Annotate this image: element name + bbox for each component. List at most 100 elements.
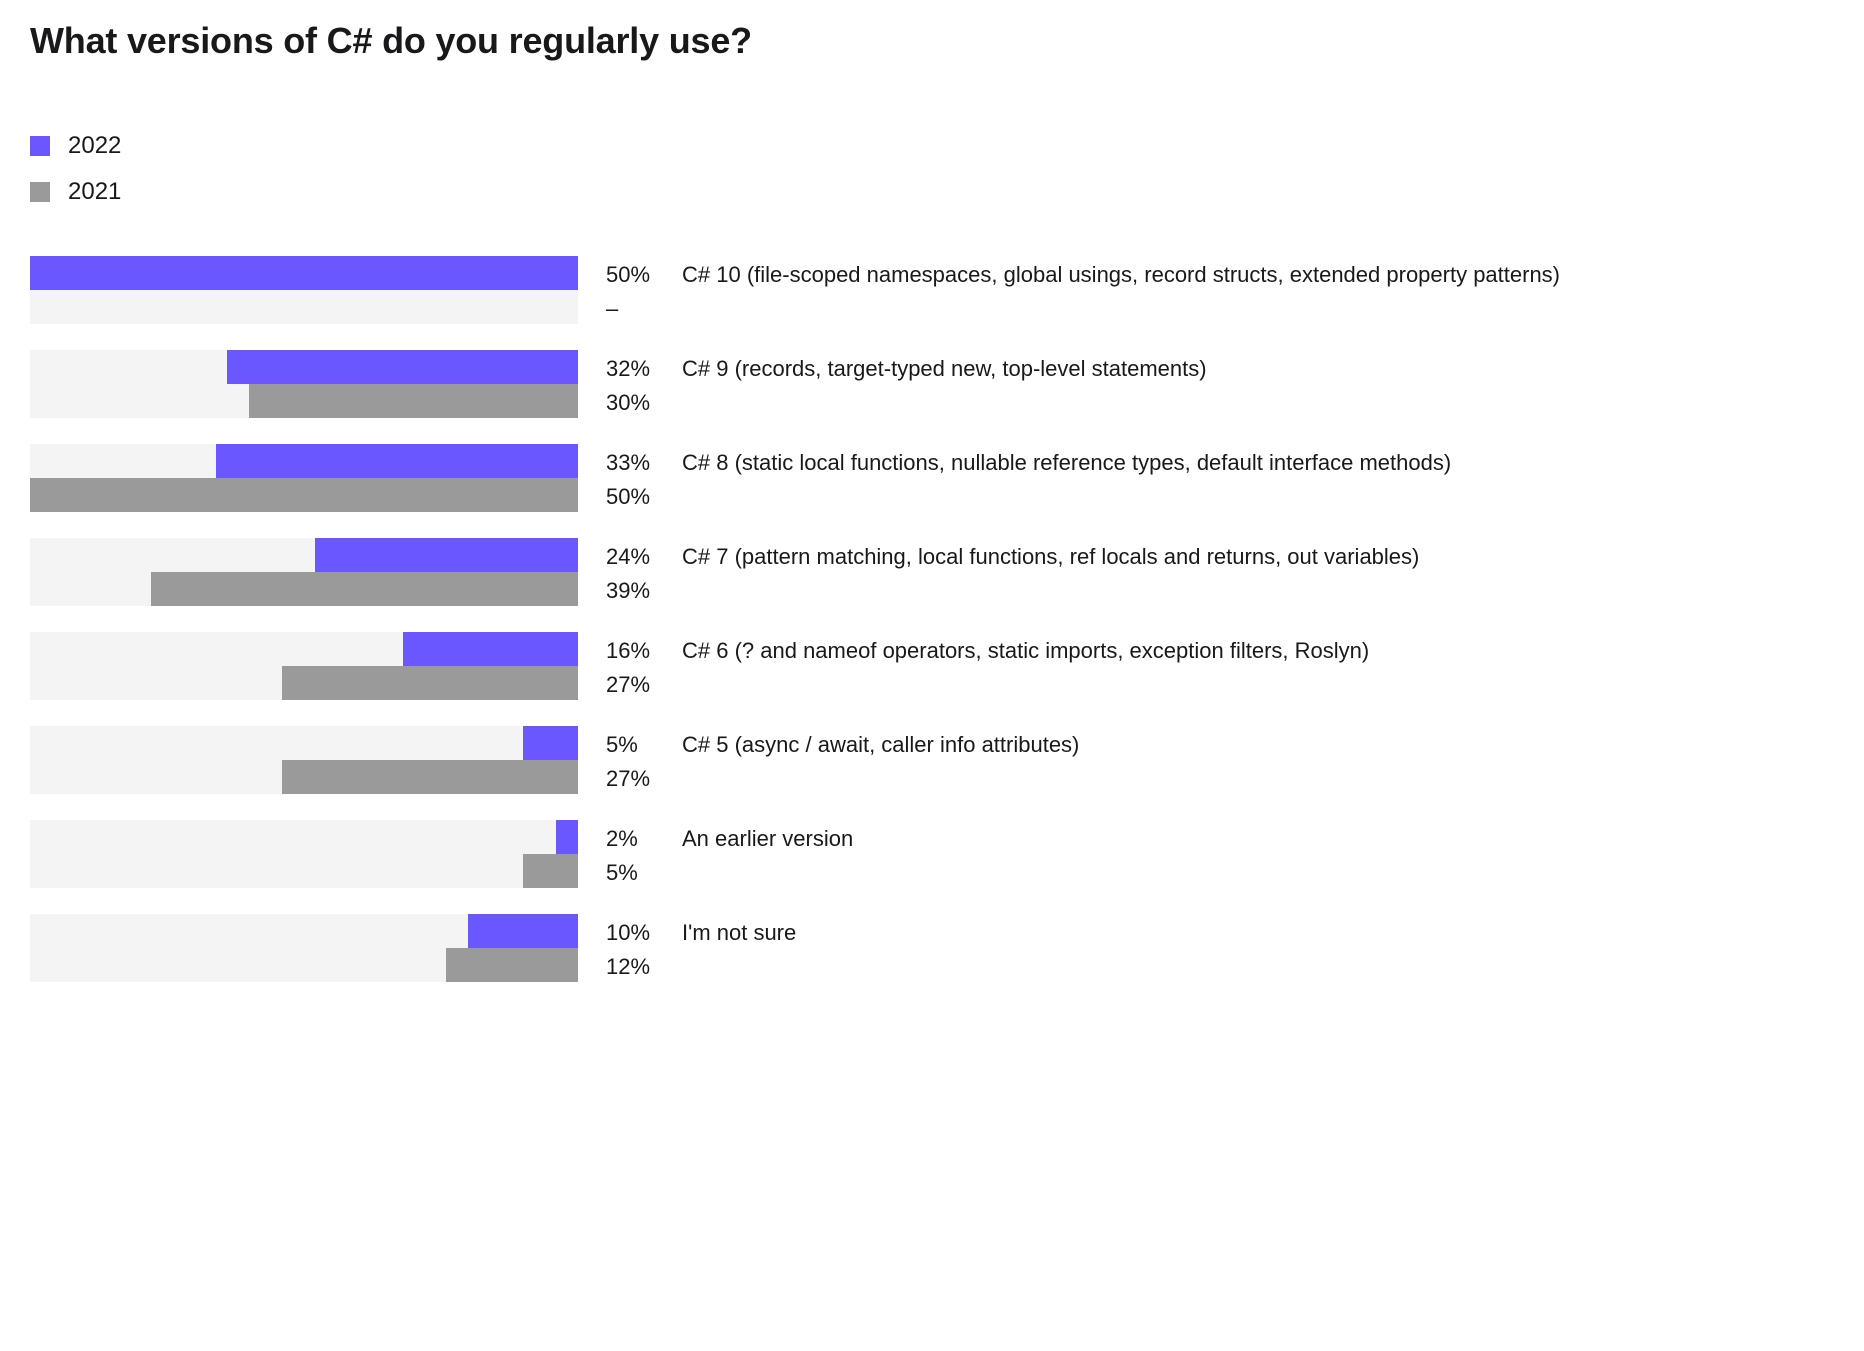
chart-row: 10% I'm not sure 12%	[30, 914, 1834, 984]
bars-column	[30, 820, 578, 890]
value-row: 50%C# 10 (file-scoped namespaces, global…	[606, 258, 1834, 292]
bar-fill	[523, 854, 578, 888]
chart-row: 50%C# 10 (file-scoped namespaces, global…	[30, 256, 1834, 326]
bar-description: C# 7 (pattern matching, local functions,…	[682, 544, 1419, 570]
bar-fill	[403, 632, 578, 666]
value-row: 5%C# 5 (async / await, caller info attri…	[606, 728, 1834, 762]
bars-column	[30, 444, 578, 514]
chart-row: 32% C# 9 (records, target-typed new, top-…	[30, 350, 1834, 420]
value-row: 5%	[606, 856, 1834, 890]
bar-track	[30, 760, 578, 794]
bar-value-2021: –	[606, 296, 666, 322]
bar-value-2021: 30%	[606, 390, 666, 416]
bar-track	[30, 914, 578, 948]
bars-column	[30, 350, 578, 420]
bar-track	[30, 290, 578, 324]
bar-description: I'm not sure	[682, 920, 796, 946]
bar-value-2021: 5%	[606, 860, 666, 886]
bar-track	[30, 666, 578, 700]
bar-description: C# 9 (records, target-typed new, top-lev…	[682, 356, 1207, 382]
bar-fill	[468, 914, 578, 948]
bar-fill	[151, 572, 578, 606]
bar-track	[30, 538, 578, 572]
bar-fill	[249, 384, 578, 418]
bar-value-2022: 32%	[606, 356, 666, 382]
bar-value-2021: 39%	[606, 578, 666, 604]
page: What versions of C# do you regularly use…	[0, 0, 1864, 1048]
value-row: 27%	[606, 762, 1834, 796]
bar-fill	[227, 350, 578, 384]
bar-fill	[30, 478, 578, 512]
bar-track	[30, 820, 578, 854]
chart-row: 2% An earlier version 5%	[30, 820, 1834, 890]
bar-track	[30, 444, 578, 478]
labels-column: 33% C# 8 (static local functions, nullabl…	[578, 444, 1834, 514]
bar-fill	[282, 666, 578, 700]
bar-track	[30, 384, 578, 418]
value-row: 32% C# 9 (records, target-typed new, top-…	[606, 352, 1834, 386]
bar-track	[30, 350, 578, 384]
value-row: 24% C# 7 (pattern matching, local functio…	[606, 540, 1834, 574]
bar-value-2022: 2%	[606, 826, 666, 852]
bar-value-2022: 10%	[606, 920, 666, 946]
bar-value-2021: 50%	[606, 484, 666, 510]
bars-column	[30, 632, 578, 702]
bar-description: C# 8 (static local functions, nullable r…	[682, 450, 1451, 476]
bar-fill	[315, 538, 578, 572]
bar-track	[30, 948, 578, 982]
bar-fill	[446, 948, 578, 982]
bar-fill	[30, 256, 578, 290]
labels-column: 32% C# 9 (records, target-typed new, top-…	[578, 350, 1834, 420]
bar-description: C# 5 (async / await, caller info attribu…	[682, 732, 1079, 758]
labels-column: 16% C# 6 (? and nameof operators, static …	[578, 632, 1834, 702]
value-row: 30%	[606, 386, 1834, 420]
bar-value-2021: 27%	[606, 766, 666, 792]
bar-track-bg	[30, 290, 578, 324]
bar-description: An earlier version	[682, 826, 853, 852]
bars-column	[30, 914, 578, 984]
labels-column: 2% An earlier version 5%	[578, 820, 1834, 890]
bar-track-bg	[30, 820, 578, 854]
bar-fill	[216, 444, 578, 478]
bar-track	[30, 632, 578, 666]
chart-title: What versions of C# do you regularly use…	[30, 20, 1834, 62]
bar-value-2021: 27%	[606, 672, 666, 698]
bar-track-bg	[30, 854, 578, 888]
bar-fill	[282, 760, 578, 794]
value-row: 39%	[606, 574, 1834, 608]
value-row: 10% I'm not sure	[606, 916, 1834, 950]
value-row: 50%	[606, 480, 1834, 514]
bar-track	[30, 478, 578, 512]
value-row: 12%	[606, 950, 1834, 984]
value-row: 33% C# 8 (static local functions, nullabl…	[606, 446, 1834, 480]
labels-column: 50%C# 10 (file-scoped namespaces, global…	[578, 256, 1834, 326]
bar-track-bg	[30, 726, 578, 760]
value-row: 27%	[606, 668, 1834, 702]
bars-column	[30, 538, 578, 608]
legend-swatch-2022	[30, 136, 50, 156]
chart-row: 16% C# 6 (? and nameof operators, static …	[30, 632, 1834, 702]
bar-track	[30, 572, 578, 606]
chart-row: 33% C# 8 (static local functions, nullabl…	[30, 444, 1834, 514]
chart-row: 5%C# 5 (async / await, caller info attri…	[30, 726, 1834, 796]
bar-value-2022: 50%	[606, 262, 666, 288]
chart-row: 24% C# 7 (pattern matching, local functio…	[30, 538, 1834, 608]
bar-value-2022: 33%	[606, 450, 666, 476]
bar-fill	[523, 726, 578, 760]
bar-value-2022: 16%	[606, 638, 666, 664]
bar-description: C# 6 (? and nameof operators, static imp…	[682, 638, 1369, 664]
bar-track	[30, 726, 578, 760]
bar-chart: 50%C# 10 (file-scoped namespaces, global…	[30, 256, 1834, 984]
labels-column: 10% I'm not sure 12%	[578, 914, 1834, 984]
bar-track	[30, 854, 578, 888]
legend-item-2021: 2021	[30, 178, 1834, 206]
legend: 2022 2021	[30, 132, 1834, 206]
value-row: 16% C# 6 (? and nameof operators, static …	[606, 634, 1834, 668]
bars-column	[30, 726, 578, 796]
labels-column: 24% C# 7 (pattern matching, local functio…	[578, 538, 1834, 608]
value-row: 2% An earlier version	[606, 822, 1834, 856]
value-row: –	[606, 292, 1834, 326]
legend-label-2021: 2021	[68, 178, 121, 206]
bar-track	[30, 256, 578, 290]
bar-value-2022: 24%	[606, 544, 666, 570]
